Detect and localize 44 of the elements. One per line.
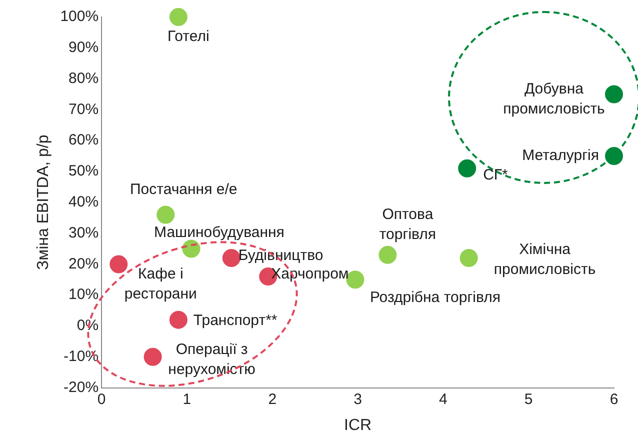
point xyxy=(144,348,162,366)
annotation: Добувна промисловість xyxy=(503,80,606,118)
point xyxy=(458,159,476,178)
point xyxy=(156,206,175,224)
y-tick-label: 10% xyxy=(68,286,99,304)
point xyxy=(169,8,188,26)
annotation: Хімічна промисловість xyxy=(494,241,596,278)
x-tick-label: 0 xyxy=(97,390,106,408)
annotation: Роздрібна торгівля xyxy=(370,288,501,306)
x-tick-label: 3 xyxy=(354,390,362,408)
y-tick-label: 70% xyxy=(68,100,99,118)
point xyxy=(169,310,188,329)
annotation: Машинобудування xyxy=(154,224,284,241)
point xyxy=(346,270,364,289)
x-axis-title: ICR xyxy=(344,416,372,434)
y-tick-label: 30% xyxy=(68,224,99,242)
annotation: Транспорт** xyxy=(193,312,278,329)
annotation: Постачання е/е xyxy=(130,180,238,198)
y-tick-label: 80% xyxy=(68,70,99,87)
y-tick-label: 50% xyxy=(68,162,99,180)
x-tick-label: 6 xyxy=(610,390,618,408)
point xyxy=(222,249,240,268)
y-tick-label: 60% xyxy=(68,132,99,149)
x-tick-label: 5 xyxy=(524,390,533,408)
y-tick-label: 40% xyxy=(68,194,99,211)
x-tick-label: 4 xyxy=(439,390,448,408)
annotation: Готелі xyxy=(168,28,210,46)
annotation: СГ* xyxy=(483,166,508,184)
point xyxy=(378,246,397,264)
y-tick-label: 0% xyxy=(76,317,99,334)
y-axis-title: Зміна EBITDA, р/р xyxy=(35,134,52,270)
point xyxy=(110,255,128,274)
y-tick-label: 90% xyxy=(68,39,99,56)
x-tick-label: 2 xyxy=(268,390,277,408)
y-tick-label: -20% xyxy=(64,378,99,396)
y-tick-label: 100% xyxy=(60,8,99,26)
point xyxy=(605,85,623,104)
y-tick-label: -10% xyxy=(64,348,99,366)
x-tick-label: 1 xyxy=(182,390,192,408)
annotation: Кафе і ресторани xyxy=(124,265,197,302)
annotation: Оптова торгівля xyxy=(379,206,436,244)
point xyxy=(460,249,478,268)
y-tick-label: 20% xyxy=(68,255,99,272)
annotation: Металургія xyxy=(522,147,599,164)
